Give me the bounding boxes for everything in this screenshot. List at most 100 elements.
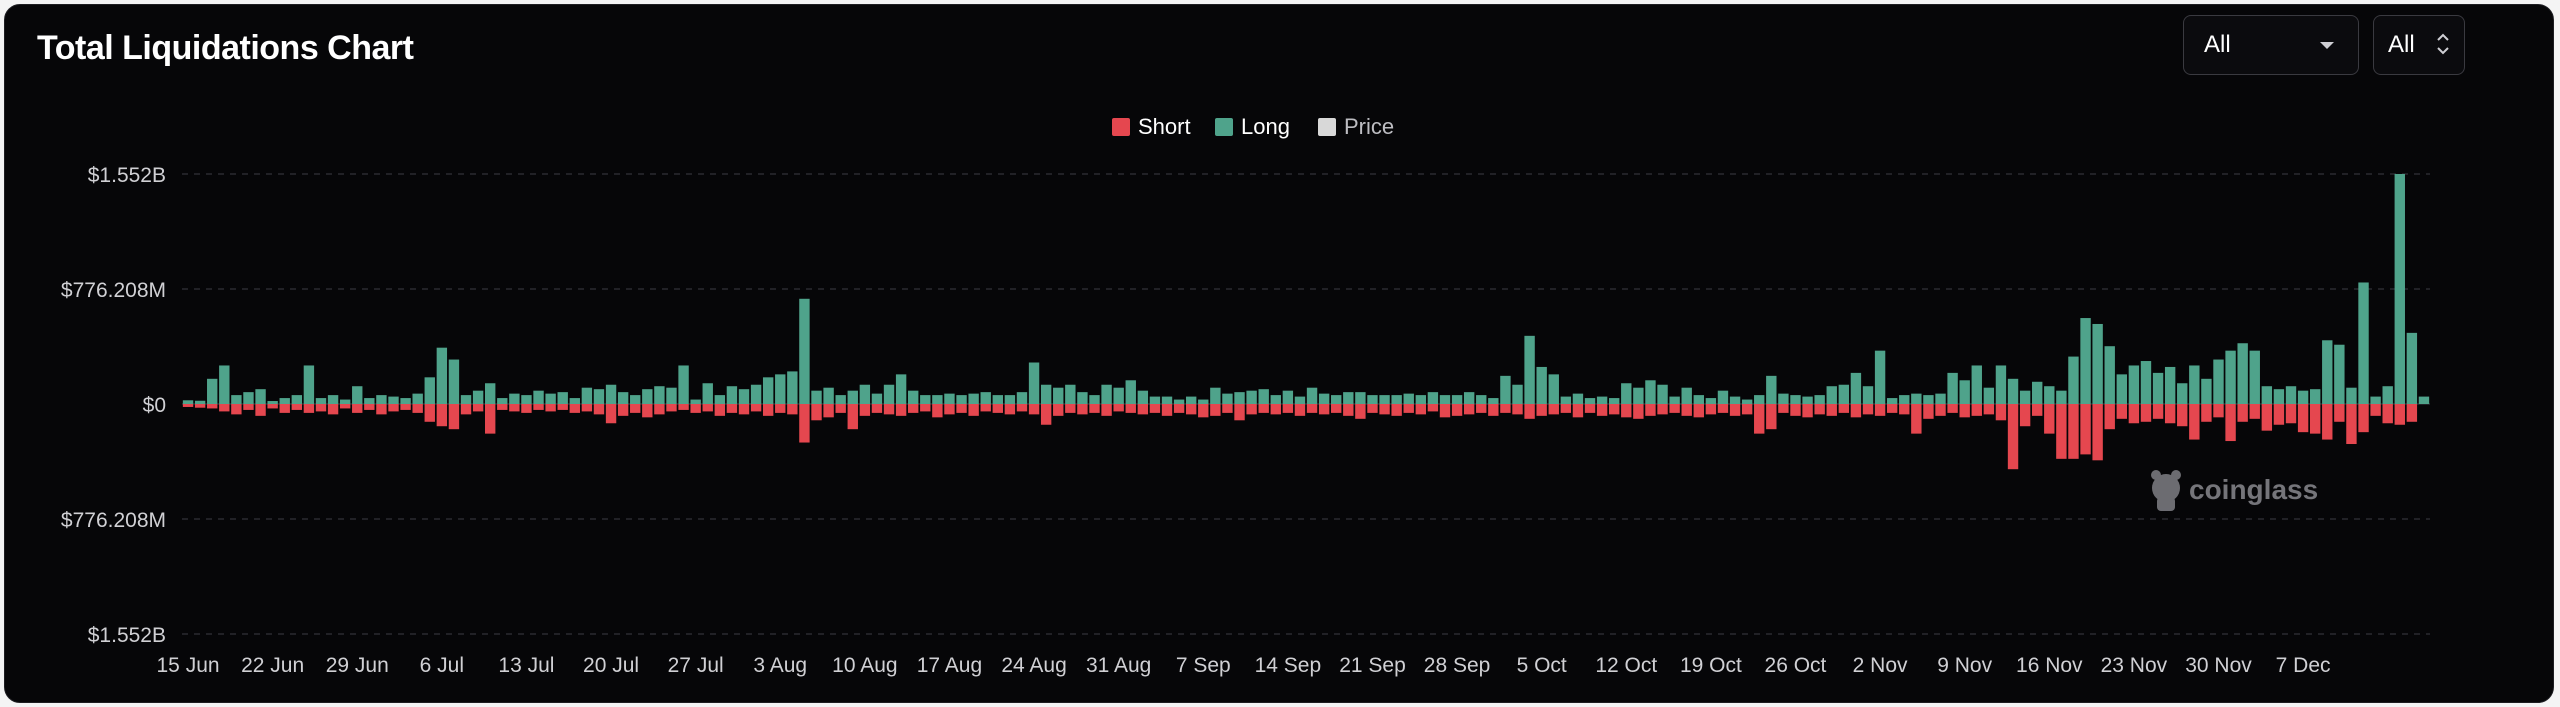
bar-long[interactable] [666, 387, 677, 404]
bar-short[interactable] [1318, 404, 1330, 415]
bar-short[interactable] [581, 404, 593, 412]
bar-long[interactable] [2140, 361, 2152, 404]
bar-short[interactable] [2213, 404, 2224, 418]
bar-long[interactable] [654, 386, 665, 404]
bar-long[interactable] [2394, 174, 2405, 404]
bar-short[interactable] [847, 404, 858, 430]
bar-short[interactable] [207, 404, 218, 409]
bar-short[interactable] [859, 404, 871, 416]
bar-short[interactable] [1778, 404, 1789, 413]
legend-item-long[interactable]: Long [1215, 114, 1290, 139]
bar-long[interactable] [2225, 350, 2236, 404]
bar-long[interactable] [1403, 393, 1414, 404]
bar-long[interactable] [847, 390, 858, 404]
bar-long[interactable] [883, 384, 895, 404]
bar-long[interactable] [1657, 384, 1668, 404]
bar-short[interactable] [895, 404, 907, 416]
bar-long[interactable] [1318, 393, 1330, 404]
bar-long[interactable] [291, 395, 303, 404]
bar-short[interactable] [1959, 404, 1970, 418]
bar-short[interactable] [2032, 404, 2043, 416]
bar-long[interactable] [2201, 378, 2212, 404]
bar-long[interactable] [799, 298, 810, 404]
bar-long[interactable] [424, 377, 435, 404]
bar-short[interactable] [1488, 404, 1499, 416]
bar-long[interactable] [1874, 350, 1886, 404]
bar-short[interactable] [1500, 404, 1511, 413]
bar-long[interactable] [835, 395, 846, 404]
bar-long[interactable] [932, 395, 943, 404]
bar-long[interactable] [509, 393, 520, 404]
bar-short[interactable] [1899, 404, 1910, 415]
bar-short[interactable] [883, 404, 895, 415]
bar-long[interactable] [2116, 374, 2128, 404]
bar-long[interactable] [255, 389, 266, 404]
bar-short[interactable] [2249, 404, 2260, 419]
bar-short[interactable] [1463, 404, 1475, 415]
bar-short[interactable] [1451, 404, 1463, 416]
bar-long[interactable] [1439, 395, 1451, 404]
bar-short[interactable] [1101, 404, 1112, 416]
bar-long[interactable] [1608, 398, 1620, 404]
bar-long[interactable] [1717, 390, 1729, 404]
bar-short[interactable] [388, 404, 399, 412]
bar-long[interactable] [400, 398, 411, 404]
bar-short[interactable] [1331, 404, 1342, 413]
bar-long[interactable] [1415, 395, 1427, 404]
bar-short[interactable] [1403, 404, 1414, 413]
bar-short[interactable] [1814, 404, 1825, 415]
bar-short[interactable] [1596, 404, 1608, 416]
bar-short[interactable] [315, 404, 327, 412]
bar-short[interactable] [2394, 404, 2405, 425]
bar-short[interactable] [1294, 404, 1306, 416]
bar-long[interactable] [2032, 381, 2043, 404]
bar-short[interactable] [1185, 404, 1197, 415]
bar-short[interactable] [1802, 404, 1813, 418]
bar-long[interactable] [472, 390, 484, 404]
bar-short[interactable] [1258, 404, 1269, 413]
bar-short[interactable] [1584, 404, 1596, 413]
bar-long[interactable] [1596, 396, 1608, 404]
bar-short[interactable] [1826, 404, 1837, 416]
bar-long[interactable] [1427, 392, 1439, 404]
bar-long[interactable] [859, 384, 871, 404]
bar-short[interactable] [956, 404, 967, 413]
bar-short[interactable] [243, 404, 254, 410]
bar-long[interactable] [2322, 340, 2333, 404]
bar-long[interactable] [1959, 380, 1970, 404]
bar-short[interactable] [605, 404, 617, 424]
bar-long[interactable] [581, 387, 593, 404]
bar-long[interactable] [1451, 395, 1463, 404]
bar-long[interactable] [388, 396, 399, 404]
bar-short[interactable] [1560, 404, 1572, 413]
bar-short[interactable] [2189, 404, 2200, 440]
bar-short[interactable] [557, 404, 568, 410]
bar-long[interactable] [2370, 396, 2381, 404]
bar-long[interactable] [364, 398, 375, 404]
bar-short[interactable] [2358, 404, 2369, 433]
bar-long[interactable] [1899, 395, 1910, 404]
bar-long[interactable] [2358, 282, 2369, 404]
bar-short[interactable] [799, 404, 810, 443]
bar-short[interactable] [630, 404, 641, 413]
bar-short[interactable] [1246, 404, 1257, 415]
bar-short[interactable] [702, 404, 713, 412]
bar-short[interactable] [1669, 404, 1680, 413]
bar-short[interactable] [412, 404, 423, 413]
bar-short[interactable] [1210, 404, 1221, 416]
bar-long[interactable] [1935, 393, 1946, 404]
bar-long[interactable] [2261, 386, 2273, 404]
bar-long[interactable] [1028, 362, 1040, 404]
bar-short[interactable] [1053, 404, 1064, 416]
bar-short[interactable] [2007, 404, 2019, 470]
bar-short[interactable] [2019, 404, 2031, 427]
bar-short[interactable] [992, 404, 1004, 413]
bar-long[interactable] [2237, 343, 2248, 404]
bar-long[interactable] [557, 392, 568, 404]
bar-long[interactable] [738, 389, 750, 404]
bar-short[interactable] [654, 404, 665, 415]
bar-short[interactable] [787, 404, 798, 415]
bar-long[interactable] [1137, 390, 1149, 404]
bar-long[interactable] [1222, 393, 1233, 404]
bar-short[interactable] [2309, 404, 2321, 434]
